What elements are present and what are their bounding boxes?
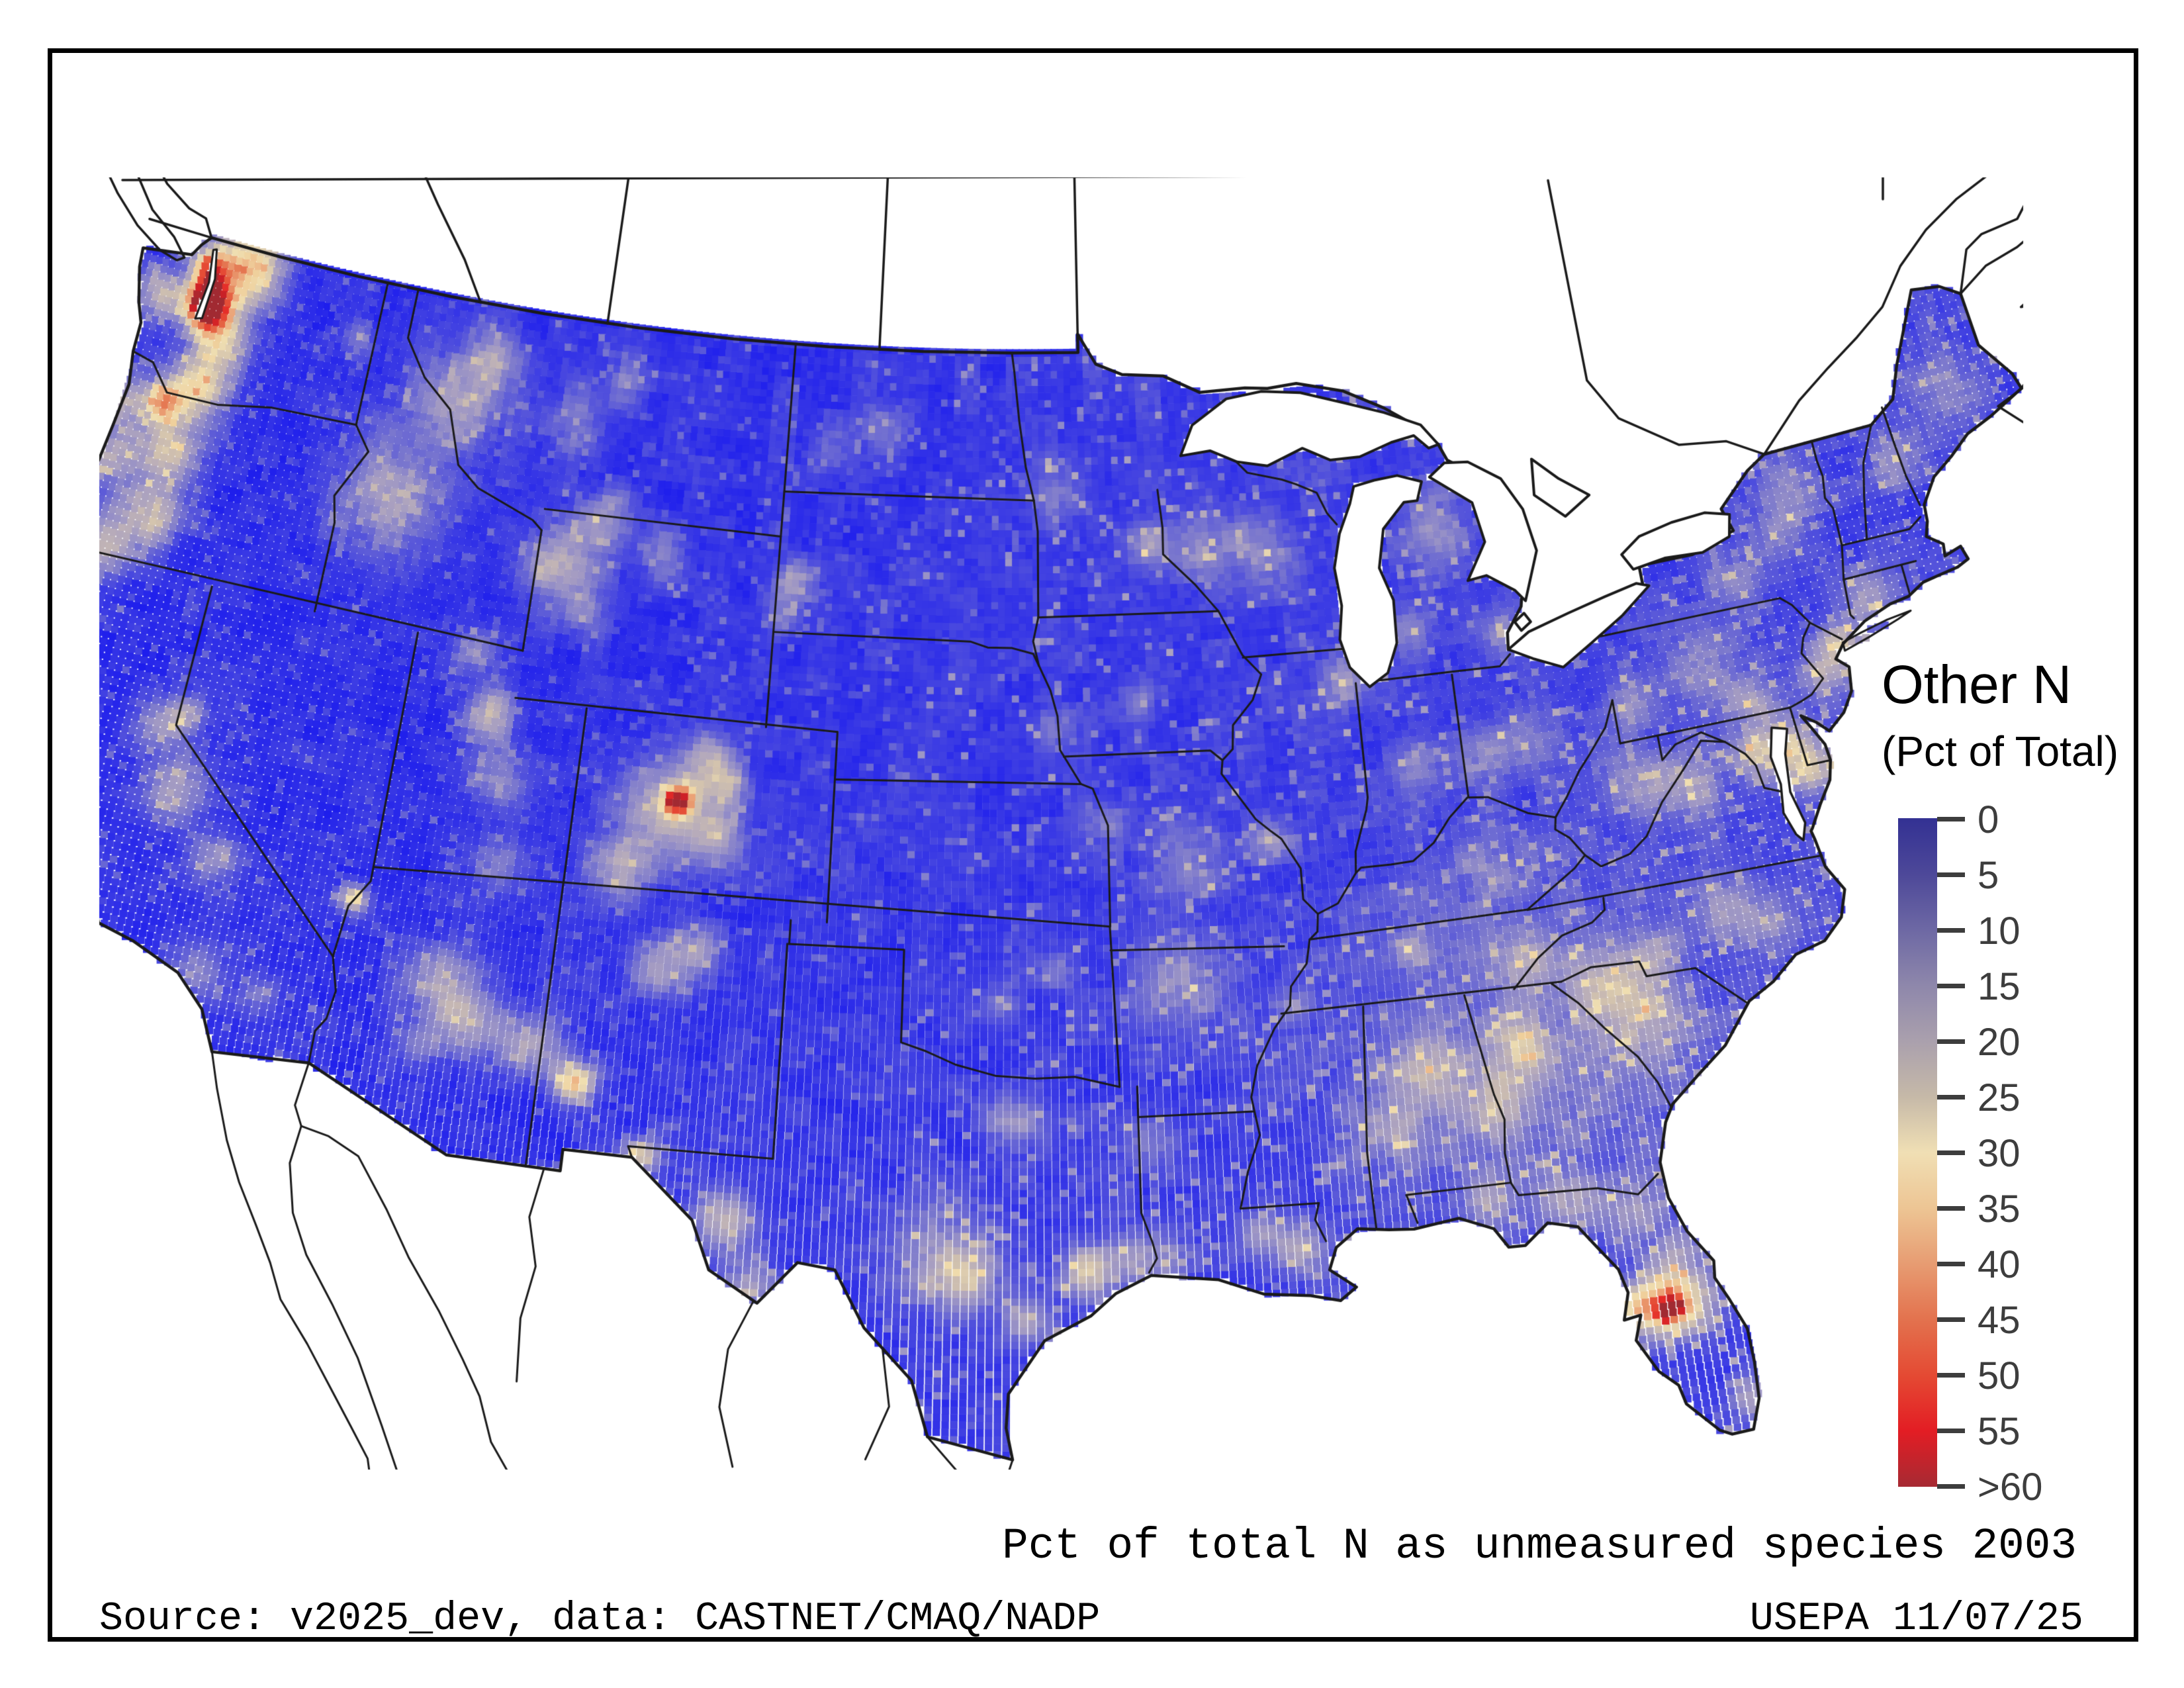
colorbar-tick-mark — [1937, 1150, 1965, 1155]
colorbar-tick-label: >60 — [1978, 1466, 2043, 1509]
colorbar-tick-mark — [1937, 1262, 1965, 1266]
colorbar-tick-mark — [1937, 928, 1965, 933]
colorbar-tick-mark — [1937, 1317, 1965, 1322]
colorbar-tick-label: 45 — [1978, 1299, 2021, 1342]
colorbar-tick-label: 0 — [1978, 798, 1999, 841]
colorbar — [1898, 818, 1937, 1487]
colorbar-tick-label: 35 — [1978, 1188, 2021, 1231]
colorbar-tick-label: 15 — [1978, 965, 2021, 1008]
colorbar-tick-mark — [1937, 1429, 1965, 1433]
agency-datestamp: USEPA 11/07/25 — [1749, 1597, 2083, 1642]
colorbar-tick-label: 50 — [1978, 1354, 2021, 1397]
colorbar-tick-label: 20 — [1978, 1021, 2021, 1064]
colorbar-tick-label: 10 — [1978, 910, 2021, 953]
legend-title: Other N — [1882, 655, 2072, 715]
colorbar-tick-mark — [1937, 1039, 1965, 1044]
colorbar-tick-mark — [1937, 1206, 1965, 1211]
legend-subtitle: (Pct of Total) — [1882, 727, 2119, 775]
colorbar-tick-label: 40 — [1978, 1243, 2021, 1286]
plot-frame — [48, 48, 2138, 1642]
colorbar-tick-mark — [1937, 1095, 1965, 1100]
colorbar-tick-label: 30 — [1978, 1132, 2021, 1175]
colorbar-tick-label: 5 — [1978, 854, 1999, 897]
colorbar-tick-mark — [1937, 984, 1965, 988]
colorbar-tick-mark — [1937, 1484, 1965, 1489]
colorbar-tick-mark — [1937, 817, 1965, 821]
colorbar-tick-mark — [1937, 1373, 1965, 1378]
colorbar-tick-mark — [1937, 872, 1965, 877]
colorbar-tick-label: 55 — [1978, 1410, 2021, 1453]
plot-caption: Pct of total N as unmeasured species 200… — [1002, 1521, 2077, 1571]
source-note: Source: v2025_dev, data: CASTNET/CMAQ/NA… — [99, 1597, 1101, 1642]
colorbar-tick-label: 25 — [1978, 1076, 2021, 1119]
